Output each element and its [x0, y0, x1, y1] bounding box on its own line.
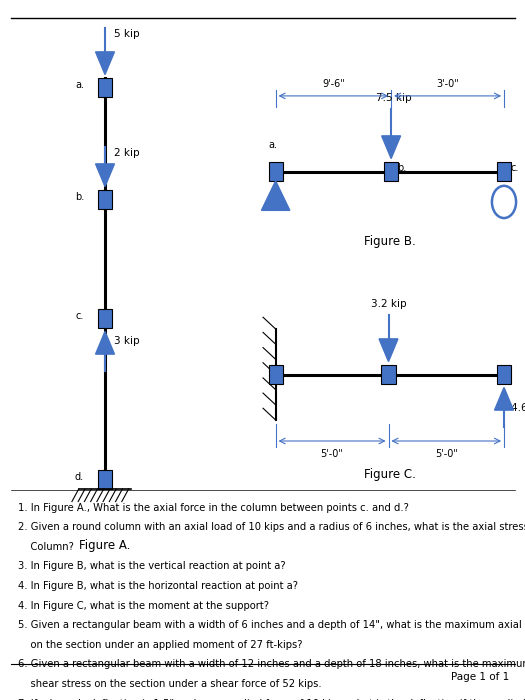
Polygon shape [495, 388, 513, 410]
Text: 5. Given a rectangular beam with a width of 6 inches and a depth of 14", what is: 5. Given a rectangular beam with a width… [18, 620, 525, 630]
Text: b.: b. [397, 163, 407, 173]
Bar [98, 309, 112, 328]
Text: 4. In Figure B, what is the horizontal reaction at point a?: 4. In Figure B, what is the horizontal r… [18, 581, 298, 591]
Bar [269, 365, 283, 384]
Text: 5'-0": 5'-0" [435, 449, 458, 459]
Text: 5'-0": 5'-0" [321, 449, 343, 459]
Text: 4. In Figure C, what is the moment at the support?: 4. In Figure C, what is the moment at th… [18, 601, 269, 610]
Text: Figure A.: Figure A. [79, 539, 131, 552]
Text: c.: c. [76, 312, 84, 321]
Polygon shape [379, 339, 398, 361]
Bar [384, 162, 398, 181]
Polygon shape [382, 136, 401, 159]
Text: 9'-6": 9'-6" [322, 79, 345, 89]
Text: Figure C.: Figure C. [364, 468, 416, 481]
Polygon shape [96, 164, 114, 187]
Bar [497, 365, 511, 384]
Text: 3'-0": 3'-0" [436, 79, 459, 89]
Bar [269, 162, 283, 181]
Text: c.: c. [510, 163, 519, 173]
Bar [381, 365, 396, 384]
Polygon shape [96, 52, 114, 75]
Text: 6. Given a rectangular beam with a width of 12 inches and a depth of 18 inches, : 6. Given a rectangular beam with a width… [18, 659, 525, 669]
Text: 4.6 kip: 4.6 kip [511, 403, 525, 413]
Text: Figure B.: Figure B. [364, 234, 416, 248]
Bar [497, 162, 511, 181]
Polygon shape [261, 181, 290, 210]
Bar [98, 470, 112, 489]
Text: 3. In Figure B, what is the vertical reaction at point a?: 3. In Figure B, what is the vertical rea… [18, 561, 286, 571]
Text: 3 kip: 3 kip [114, 336, 140, 346]
Text: shear stress on the section under a shear force of 52 kips.: shear stress on the section under a shea… [18, 679, 322, 689]
Bar [98, 190, 112, 209]
Text: 3.2 kip: 3.2 kip [371, 300, 406, 309]
Text: 7. If a beam’s deflection is 1.5" under an applied force of 10 kips, what is the: 7. If a beam’s deflection is 1.5" under … [18, 699, 525, 700]
Text: Page 1 of 1: Page 1 of 1 [451, 672, 509, 682]
Text: a.: a. [75, 80, 84, 90]
Text: 2. Given a round column with an axial load of 10 kips and a radius of 6 inches, : 2. Given a round column with an axial lo… [18, 522, 525, 532]
Text: Column?: Column? [18, 542, 74, 552]
Bar [98, 78, 112, 97]
Circle shape [492, 186, 516, 218]
Text: 7.5 kip: 7.5 kip [376, 93, 412, 103]
Text: 1. In Figure A., What is the axial force in the column between points c. and d.?: 1. In Figure A., What is the axial force… [18, 503, 410, 512]
Text: d.: d. [75, 473, 84, 482]
Polygon shape [96, 331, 114, 354]
Text: 5 kip: 5 kip [114, 29, 140, 39]
Text: a.: a. [268, 141, 278, 150]
Text: 2 kip: 2 kip [114, 148, 140, 158]
Text: b.: b. [75, 193, 84, 202]
Text: on the section under an applied moment of 27 ft-kips?: on the section under an applied moment o… [18, 640, 303, 650]
